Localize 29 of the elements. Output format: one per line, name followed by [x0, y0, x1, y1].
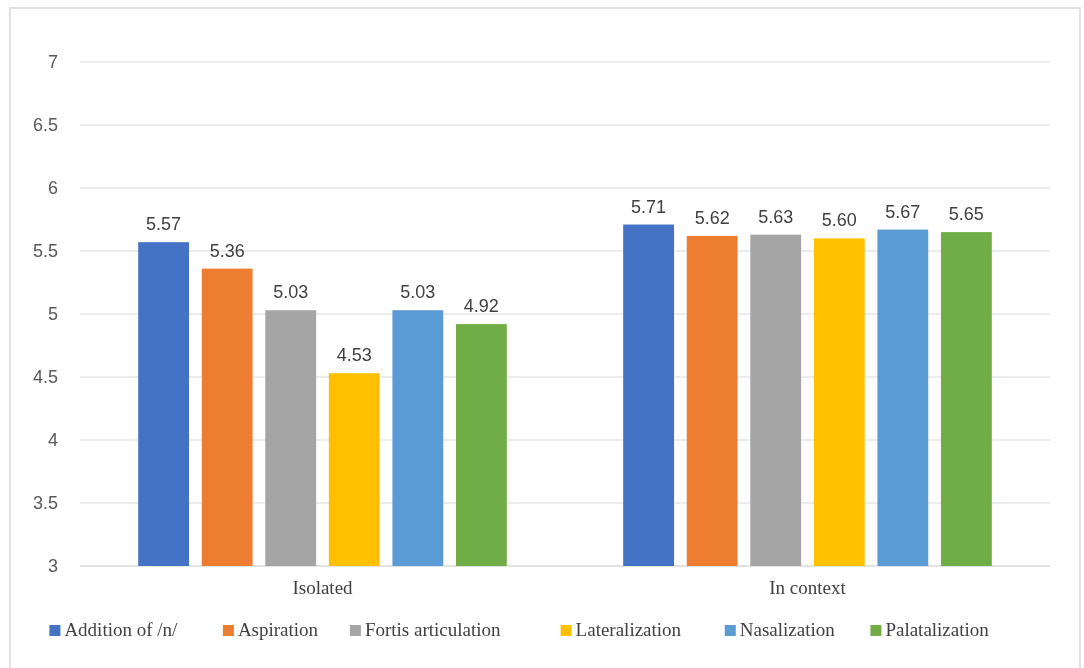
data-label: 5.71: [631, 196, 667, 217]
data-label: 5.63: [758, 206, 794, 227]
y-tick-label: 5.5: [32, 241, 58, 261]
y-tick-label: 6.5: [32, 115, 58, 135]
y-tick-label: 3: [47, 556, 58, 576]
data-label: 5.03: [400, 282, 436, 303]
x-tick-label: In context: [769, 577, 847, 598]
y-tick-label: 4.5: [32, 367, 58, 387]
data-label: 5.60: [821, 210, 857, 231]
data-label: 5.62: [694, 207, 730, 228]
data-label: 5.57: [146, 214, 182, 235]
data-label: 5.03: [273, 282, 309, 303]
data-label: 4.53: [336, 345, 372, 366]
y-tick-label: 3.5: [32, 493, 58, 513]
legend-label: Fortis articulation: [364, 619, 502, 640]
legend-label: Aspiration: [237, 619, 319, 640]
data-label: 4.92: [463, 296, 499, 317]
x-tick-label: Isolated: [292, 577, 354, 598]
legend-label: Palatalization: [885, 619, 990, 640]
y-tick-label: 4: [47, 430, 58, 450]
legend-label: Lateralization: [575, 619, 682, 640]
data-label: 5.36: [209, 240, 245, 261]
legend-label: Addition of /n/: [64, 619, 179, 640]
legend-label: Nasalization: [739, 619, 836, 640]
data-label: 5.65: [948, 204, 984, 225]
y-tick-label: 6: [47, 178, 58, 198]
y-tick-label: 5: [47, 304, 58, 324]
y-tick-label: 7: [47, 52, 58, 72]
data-label: 5.67: [885, 201, 921, 222]
